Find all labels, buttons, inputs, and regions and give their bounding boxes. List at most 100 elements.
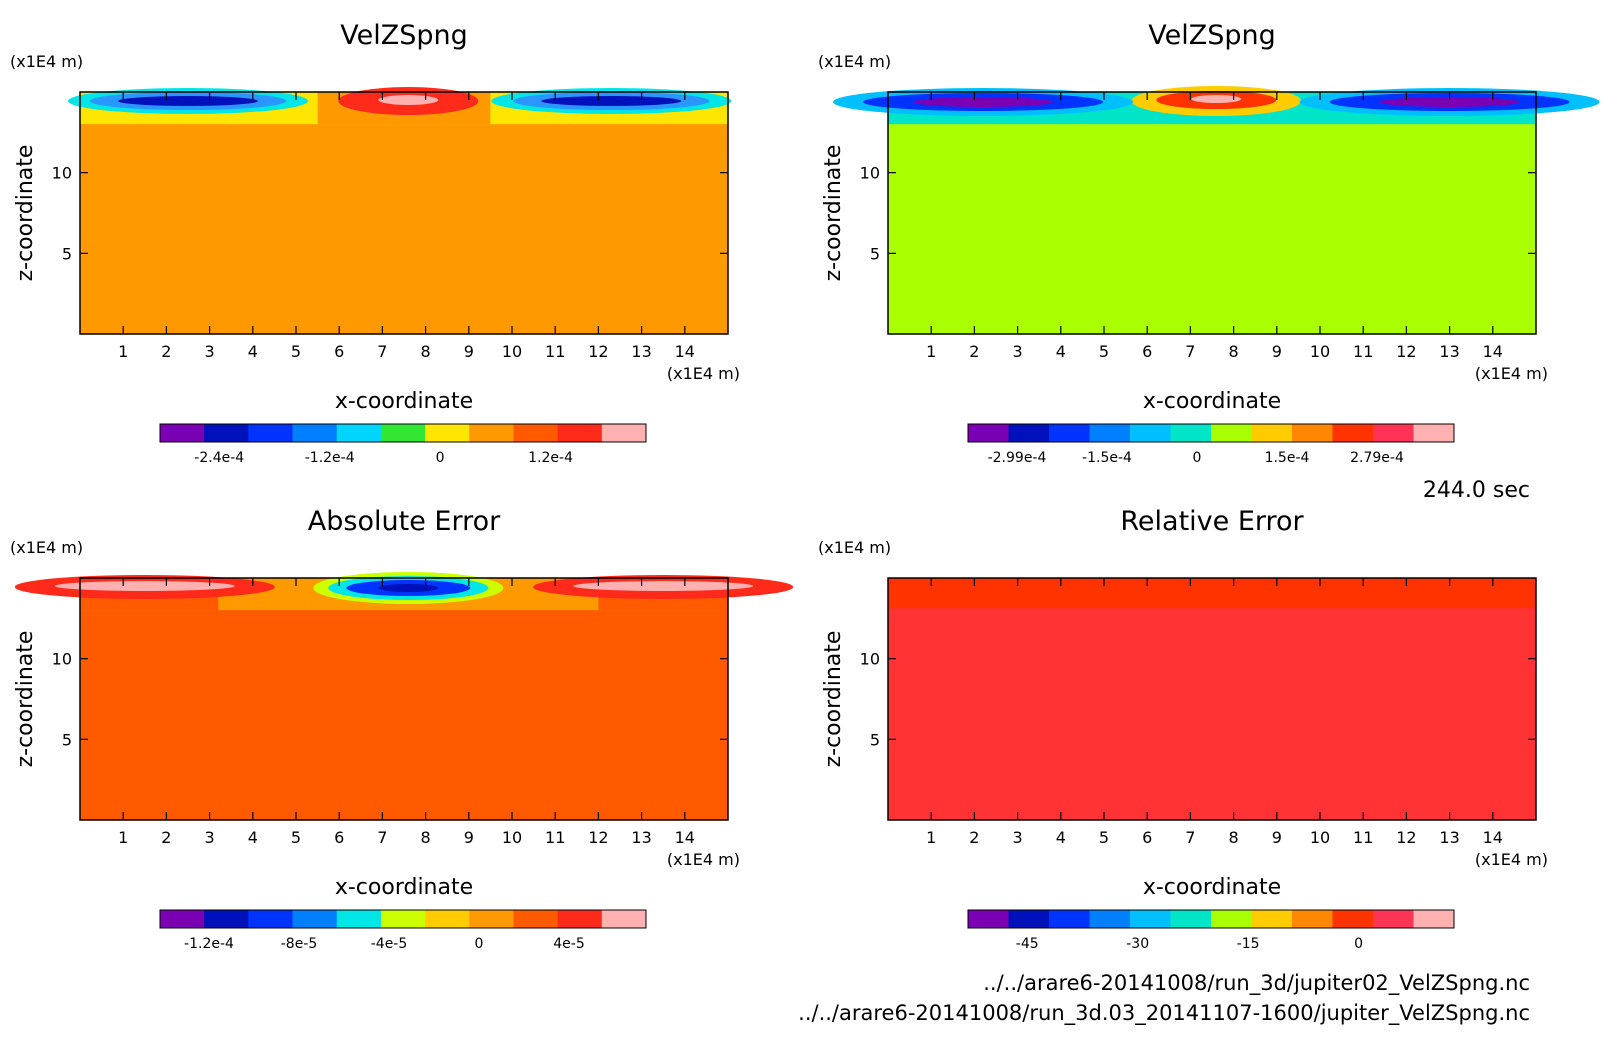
colorbar-segment — [425, 910, 470, 928]
x-tick-label: 11 — [545, 342, 565, 361]
colorbar-segment — [469, 424, 514, 442]
x-tick-label: 14 — [675, 342, 695, 361]
colorbar-segment — [601, 424, 647, 442]
colorbar-tick-label: -45 — [1016, 936, 1039, 952]
x-axis: 1 2 3 4 5 6 7 8 9 10 11 12 13 14 — [926, 92, 1503, 361]
colorbar-segment — [1130, 910, 1171, 928]
sponge-band — [888, 578, 1536, 611]
x-tick-label: 9 — [464, 342, 474, 361]
x-tick-label: 12 — [588, 828, 608, 847]
colorbar-tick-label: -8e-5 — [281, 936, 318, 952]
colorbar-segment — [292, 910, 338, 928]
y-axis: 5 10 — [860, 650, 1536, 749]
x-axis-label: x-coordinate — [1143, 875, 1281, 900]
x-tick-label: 10 — [502, 342, 522, 361]
colorbar-tick-label: 2.79e-4 — [1350, 450, 1404, 466]
x-tick-label: 5 — [291, 828, 301, 847]
colorbar-tick-label: -15 — [1237, 936, 1260, 952]
colorbar-segment — [1211, 424, 1252, 442]
field-lower — [888, 610, 1536, 820]
colorbar-tick-label: 0 — [1354, 936, 1363, 952]
y-axis-label: z-coordinate — [13, 145, 38, 282]
y-unit-label: (x1E4 m) — [818, 538, 891, 557]
panels-group: VelZSpng(x1E4 m)1 2 3 4 5 6 7 8 9 10 11 12 13 14(x1E4… — [10, 20, 1600, 952]
x-axis: 1 2 3 4 5 6 7 8 9 10 11 12 13 14 — [118, 92, 695, 361]
band-max-core — [573, 581, 754, 591]
band-min-core — [913, 97, 1054, 107]
colorbar-tick-label: 0 — [436, 450, 445, 466]
x-tick-label: 14 — [675, 828, 695, 847]
x-tick-label: 13 — [631, 828, 651, 847]
colorbar-segment — [1413, 424, 1455, 442]
y-axis-label: z-coordinate — [13, 631, 38, 768]
colorbar-tick-label: -2.4e-4 — [194, 450, 244, 466]
y-tick-label: 5 — [870, 730, 880, 749]
x-tick-label: 13 — [631, 342, 651, 361]
panel-title: VelZSpng — [340, 20, 468, 51]
x-tick-label: 12 — [1396, 342, 1416, 361]
panel-title: Relative Error — [1120, 506, 1304, 537]
colorbar-segment — [1251, 424, 1293, 442]
x-tick-label: 9 — [1272, 342, 1282, 361]
plot-frame — [887, 577, 1537, 821]
x-axis: 1 2 3 4 5 6 7 8 9 10 11 12 13 14 — [118, 578, 695, 847]
x-tick-label: 4 — [1056, 342, 1066, 361]
band-min-core — [1379, 97, 1520, 107]
x-tick-label: 8 — [421, 342, 431, 361]
band-min-core — [541, 96, 682, 106]
colorbar-tick-label: 4e-5 — [553, 936, 584, 952]
colorbar-segment — [1089, 424, 1131, 442]
x-tick-label: 4 — [248, 828, 258, 847]
x-tick-label: 1 — [926, 342, 936, 361]
x-tick-label: 3 — [205, 342, 215, 361]
band-max-core — [54, 581, 235, 591]
x-tick-label: 6 — [1142, 828, 1152, 847]
colorbar: -1.2e-4 -8e-5 -4e-5 0 4e-5 — [159, 909, 647, 952]
x-tick-label: 3 — [1013, 828, 1023, 847]
x-tick-label: 6 — [334, 828, 344, 847]
colorbar-frame — [159, 909, 647, 929]
colorbar-tick-label: 0 — [1193, 450, 1202, 466]
x-tick-label: 8 — [1229, 828, 1239, 847]
x-tick-label: 10 — [1310, 342, 1330, 361]
panel-3: Absolute Error(x1E4 m)1 2 3 4 5 6 7 8 9 10 11 12 13 1… — [10, 506, 794, 952]
colorbar-segment — [1049, 424, 1090, 442]
colorbar-segment — [425, 424, 470, 442]
band-edge — [888, 608, 1536, 611]
colorbar-segment — [248, 424, 294, 442]
x-tick-label: 11 — [545, 828, 565, 847]
y-tick-label: 5 — [62, 244, 72, 263]
x-tick-label: 13 — [1439, 342, 1459, 361]
colorbar-segment — [968, 910, 1009, 928]
colorbar-tick-label: -1.2e-4 — [184, 936, 234, 952]
panel-2: VelZSpng(x1E4 m)1 2 3 4 5 6 7 8 9 10 11 12 13 14(x1E4… — [818, 20, 1600, 466]
footer-file-2: ../../arare6-20141008/run_3d.03_20141107… — [798, 1001, 1530, 1026]
colorbar-tick-label: 1.2e-4 — [528, 450, 573, 466]
colorbar: -2.4e-4 -1.2e-4 0 1.2e-4 — [159, 423, 647, 466]
y-tick-label: 5 — [870, 244, 880, 263]
colorbar-segment — [1211, 910, 1252, 928]
colorbar-segment — [1049, 910, 1090, 928]
colorbar-tick-label: -2.99e-4 — [988, 450, 1047, 466]
y-tick-label: 10 — [52, 650, 72, 669]
colorbar-segment — [1251, 910, 1293, 928]
y-unit-label: (x1E4 m) — [10, 52, 83, 71]
y-tick-label: 5 — [62, 730, 72, 749]
panel-4: Relative Error(x1E4 m)1 2 3 4 5 6 7 8 9 10 11 12 13 1… — [818, 506, 1548, 952]
colorbar-segment — [557, 910, 603, 928]
field-lower — [888, 124, 1536, 335]
colorbar-tick-label: 0 — [475, 936, 484, 952]
x-tick-label: 3 — [1013, 342, 1023, 361]
colorbar-segment — [557, 424, 603, 442]
x-unit-label: (x1E4 m) — [1475, 850, 1548, 869]
x-tick-label: 9 — [1272, 828, 1282, 847]
colorbar-segment — [1292, 424, 1333, 442]
field-lower — [80, 610, 728, 820]
colorbar-segment — [469, 910, 514, 928]
x-tick-label: 7 — [377, 342, 387, 361]
x-tick-label: 4 — [1056, 828, 1066, 847]
x-tick-label: 7 — [1185, 342, 1195, 361]
sponge-band — [68, 87, 732, 125]
x-axis-label: x-coordinate — [335, 389, 473, 414]
